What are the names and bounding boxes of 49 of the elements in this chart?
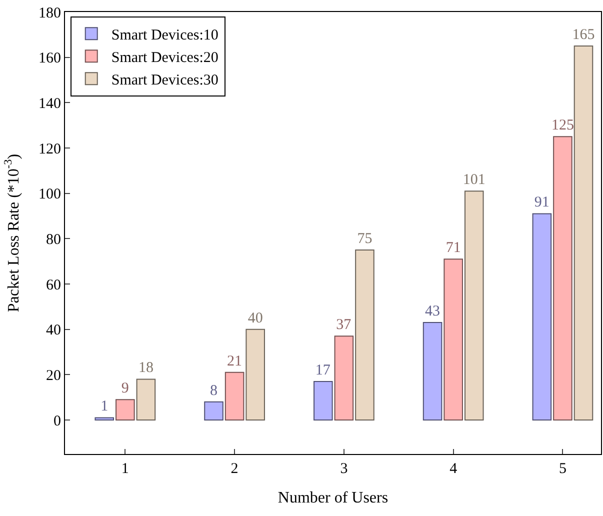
y-tick-label: 60 bbox=[46, 277, 61, 294]
bar bbox=[334, 336, 354, 420]
data-label: 71 bbox=[446, 240, 461, 256]
bar bbox=[94, 417, 114, 420]
y-tick-label: 0 bbox=[54, 413, 61, 430]
bar bbox=[224, 372, 244, 420]
data-label: 17 bbox=[315, 362, 331, 378]
bar bbox=[422, 322, 442, 420]
data-label: 21 bbox=[227, 353, 242, 370]
data-label: 1 bbox=[100, 398, 108, 415]
bar bbox=[444, 258, 463, 420]
bar bbox=[136, 378, 156, 420]
data-label: 8 bbox=[210, 382, 218, 399]
legend-label: Smart Devices:30 bbox=[111, 72, 218, 89]
y-tick-label: 80 bbox=[46, 232, 61, 248]
x-tick-label: 3 bbox=[340, 461, 348, 477]
legend-label: Smart Devices:10 bbox=[111, 28, 218, 44]
bar bbox=[204, 401, 224, 420]
data-label: 40 bbox=[248, 310, 263, 326]
bar bbox=[574, 46, 594, 420]
data-label: 37 bbox=[336, 317, 352, 334]
x-tick-label: 4 bbox=[450, 461, 458, 477]
data-label: 165 bbox=[572, 27, 595, 43]
y-tick-label: 160 bbox=[38, 50, 61, 67]
y-tick-label: 120 bbox=[38, 141, 61, 158]
bar bbox=[464, 190, 484, 420]
x-tick-label: 2 bbox=[230, 461, 238, 477]
bar bbox=[553, 136, 572, 420]
y-tick-label: 140 bbox=[38, 96, 61, 112]
data-label: 101 bbox=[462, 172, 486, 188]
y-tick-label: 40 bbox=[46, 322, 61, 339]
bar bbox=[116, 399, 135, 420]
x-axis-title: Number of Users bbox=[278, 490, 388, 507]
bar bbox=[355, 250, 374, 420]
data-label: 91 bbox=[534, 194, 550, 211]
bar bbox=[314, 380, 333, 420]
x-tick-label: 5 bbox=[558, 461, 566, 477]
x-tick-label: 1 bbox=[121, 461, 129, 477]
data-label: 125 bbox=[551, 118, 574, 134]
y-tick-label: 100 bbox=[38, 186, 61, 203]
y-tick-label: 20 bbox=[46, 368, 61, 384]
y-tick-label: 180 bbox=[38, 5, 61, 22]
data-label: 9 bbox=[121, 380, 129, 397]
data-label: 43 bbox=[425, 304, 440, 320]
bar bbox=[246, 328, 265, 420]
bar bbox=[532, 213, 552, 420]
data-label: 75 bbox=[357, 231, 372, 247]
data-label: 18 bbox=[138, 360, 154, 376]
legend-label: Smart Devices:20 bbox=[111, 50, 218, 66]
